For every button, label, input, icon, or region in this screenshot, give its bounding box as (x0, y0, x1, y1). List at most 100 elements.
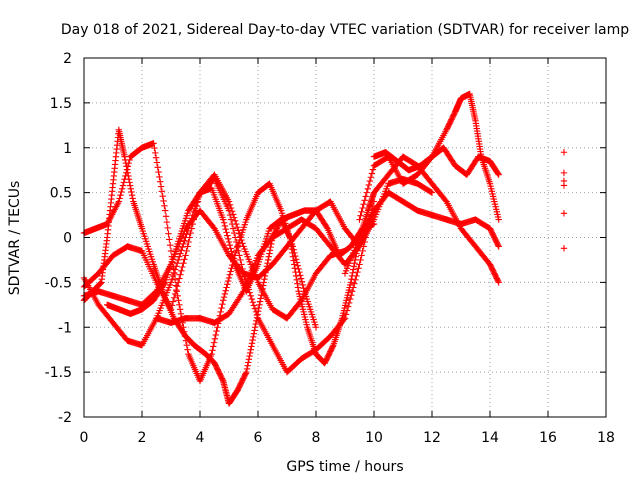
data-point (369, 166, 377, 173)
data-point (124, 163, 132, 170)
data-point (208, 350, 215, 358)
data-point (363, 189, 370, 196)
data-point (235, 247, 242, 255)
data-point (245, 359, 252, 366)
y-tick-label: 0.5 (50, 186, 72, 202)
data-point (249, 299, 257, 306)
data-point (225, 274, 233, 282)
data-point (350, 284, 357, 291)
data-point (249, 336, 256, 344)
data-point (291, 249, 298, 257)
data-point (264, 256, 272, 264)
data-point (210, 224, 217, 231)
data-point (175, 279, 182, 286)
data-point (230, 258, 238, 265)
data-point (121, 175, 128, 183)
data-point (344, 303, 352, 310)
data-point (224, 232, 231, 239)
data-point (265, 253, 272, 260)
data-point (252, 320, 259, 328)
data-point (292, 252, 299, 260)
data-point (228, 208, 236, 215)
data-point (230, 229, 238, 237)
data-point (174, 283, 181, 290)
data-point (218, 304, 225, 312)
data-point (126, 156, 133, 164)
data-point (239, 240, 246, 247)
data-point (220, 219, 228, 226)
data-point (266, 250, 273, 257)
x-tick-label: 2 (138, 430, 147, 446)
grid (84, 58, 606, 417)
data-point (219, 376, 226, 384)
data-point (177, 271, 184, 278)
data-point (312, 324, 320, 331)
data-point (221, 290, 229, 298)
data-point (182, 337, 190, 344)
data-point (169, 298, 177, 305)
data-point (243, 368, 250, 376)
data-point (229, 251, 236, 259)
data-point (161, 280, 168, 287)
data-point (289, 243, 296, 250)
data-point (168, 275, 176, 283)
x-tick-label: 6 (254, 430, 263, 446)
data-point (294, 284, 302, 291)
data-point (219, 300, 226, 308)
data-point (177, 250, 184, 257)
data-point (170, 269, 178, 276)
y-tick-label: -2 (58, 410, 72, 426)
data-point (97, 279, 104, 287)
data-point (237, 256, 244, 264)
data-point (252, 308, 260, 316)
data-point (297, 272, 304, 279)
data-point (341, 315, 349, 322)
data-point (352, 276, 359, 284)
y-tick-label: 2 (63, 51, 72, 67)
data-point (293, 259, 301, 266)
data-point (210, 343, 217, 350)
data-point (159, 192, 166, 200)
data-point (155, 168, 162, 176)
data-point (184, 346, 191, 353)
data-point (247, 346, 254, 353)
data-point (115, 198, 122, 205)
data-point (250, 330, 258, 337)
data-point (221, 222, 229, 230)
data-point (222, 225, 229, 233)
data-point (175, 256, 182, 264)
data-point (181, 256, 188, 263)
data-point (162, 213, 170, 220)
data-point (226, 271, 234, 278)
data-point (228, 248, 235, 255)
series-sat-k (370, 144, 502, 178)
data-point (238, 236, 245, 244)
x-tick-label: 8 (312, 430, 321, 446)
data-point (123, 166, 131, 173)
data-point (251, 324, 259, 331)
data-point (349, 269, 356, 276)
data-point (172, 263, 180, 270)
data-point (251, 305, 259, 312)
data-point (261, 275, 268, 283)
data-point (348, 291, 355, 299)
y-tick-labels: -2 -1.5 -1 -0.5 0 0.5 1 1.5 2 (45, 51, 72, 426)
data-point (232, 234, 239, 241)
x-tick-label: 18 (597, 430, 615, 446)
data-point (267, 243, 274, 251)
data-point (248, 295, 255, 303)
data-point (123, 169, 130, 176)
data-point (346, 295, 354, 303)
data-point (180, 259, 187, 267)
data-point (165, 230, 172, 237)
data-point (122, 172, 129, 180)
data-point (255, 304, 263, 312)
data-point (365, 181, 373, 189)
data-point (350, 266, 357, 273)
data-point (226, 241, 234, 249)
data-point (245, 356, 253, 363)
data-point (235, 227, 242, 234)
data-point (220, 293, 228, 301)
data-point (227, 245, 234, 252)
